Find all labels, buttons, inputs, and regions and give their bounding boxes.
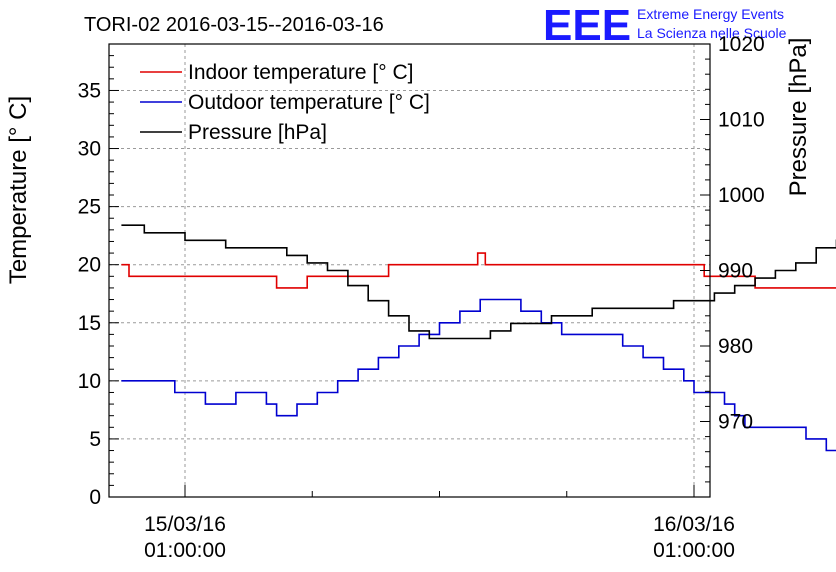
legend-label: Outdoor temperature [° C]	[188, 91, 430, 114]
series-layer	[121, 224, 836, 452]
y-right-tick-label: 980	[718, 335, 753, 358]
y-right-tick-label: 1000	[718, 184, 765, 207]
x-tick-label-time: 01:00:00	[653, 539, 735, 562]
legend-label: Pressure [hPa]	[188, 121, 327, 144]
y-axis-left-label: Temperature [° C]	[5, 96, 32, 284]
y-left-tick-label: 25	[78, 196, 101, 219]
y-left-tick-label: 20	[78, 254, 101, 277]
legend-label: Indoor temperature [° C]	[188, 61, 414, 84]
x-tick-label-date: 16/03/16	[653, 513, 735, 536]
logo-line-1: Extreme Energy Events	[637, 6, 784, 22]
y-right-tick-label: 1010	[718, 109, 765, 132]
x-tick-label-time: 01:00:00	[144, 539, 226, 562]
eee-logo: EEE Extreme Energy Events La Scienza nel…	[543, 1, 787, 50]
y-left-tick-label: 5	[89, 428, 101, 451]
series-line-2	[121, 224, 836, 340]
x-tick-label-date: 15/03/16	[144, 513, 226, 536]
y-axis-right-label: Pressure [hPa]	[785, 38, 812, 197]
y-left-tick-label: 35	[78, 79, 101, 102]
y-left-tick-label: 15	[78, 312, 101, 335]
axes: 0 5 10 15 20 25 30 35 970 980 990 1000 1010 1020 15/03…	[78, 33, 765, 562]
y-left-tick-label: 0	[89, 486, 101, 509]
y-right-tick-label: 990	[718, 260, 753, 283]
logo-line-2: La Scienza nelle Scuole	[637, 25, 787, 41]
legend: Indoor temperature [° C] Outdoor temperat…	[140, 61, 430, 144]
series-line-0	[121, 252, 836, 289]
y-right-tick-label: 970	[718, 411, 753, 434]
y-right-tick-label: 1020	[718, 33, 765, 56]
series-line-1	[121, 298, 836, 452]
y-left-tick-label: 10	[78, 370, 101, 393]
chart-title: TORI-02 2016-03-15--2016-03-16	[84, 14, 384, 36]
logo-mark: EEE	[543, 1, 631, 50]
y-left-tick-label: 30	[78, 138, 101, 161]
